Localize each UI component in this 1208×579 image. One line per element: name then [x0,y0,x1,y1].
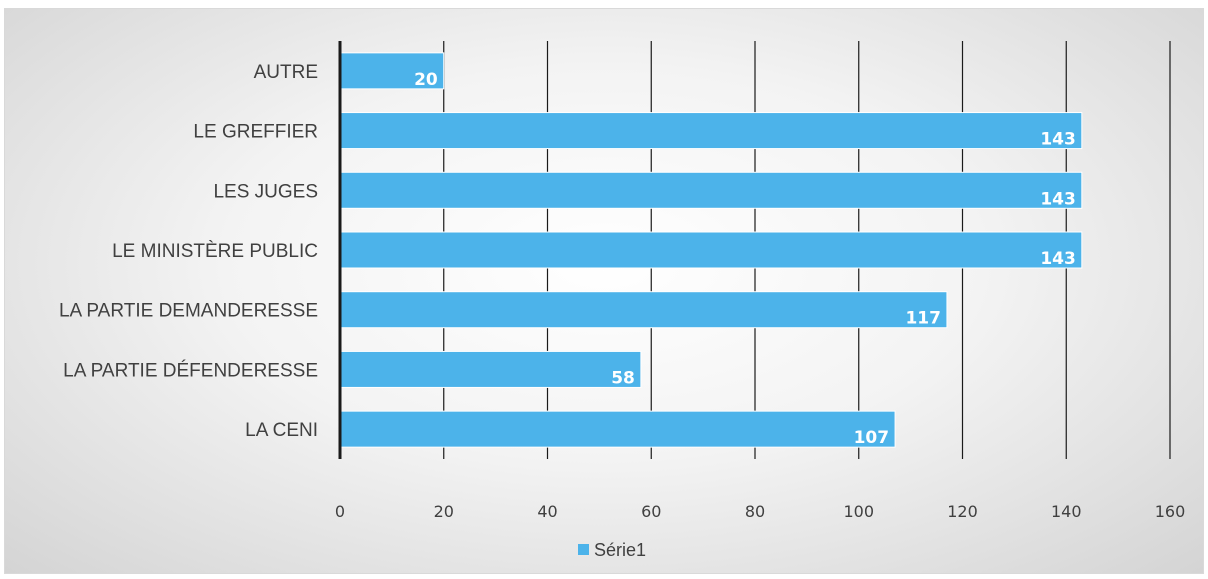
category-label: LE MINISTÈRE PUBLIC [112,241,318,262]
legend: Série1 [578,540,646,560]
category-label: LES JUGES [213,181,318,202]
bar [339,410,896,448]
data-label: 117 [905,309,941,329]
data-label: 143 [1040,130,1076,150]
legend-label: Série1 [594,540,646,560]
data-label: 143 [1040,189,1076,209]
category-label: AUTRE [254,62,318,83]
bar [339,231,1083,269]
category-label: LA PARTIE DÉFENDERESSE [63,360,318,381]
bars: 107 58 117 143 143 143 20 [339,52,1083,448]
data-label: 143 [1040,249,1076,269]
data-label: 20 [414,70,438,90]
category-label: LA CENI [245,420,318,441]
value-axis: 0 20 40 60 80 100 120 140 160 [335,41,1185,521]
bar [339,291,948,329]
x-tick-label: 160 [1155,502,1186,521]
bar [339,171,1083,209]
x-tick-label: 100 [843,502,874,521]
bar [339,112,1083,150]
bar [339,350,642,388]
data-label: 58 [611,368,635,388]
x-tick-label: 20 [434,502,454,521]
legend-swatch [578,544,589,555]
x-tick-label: 80 [745,502,765,521]
category-axis: LA CENI LA PARTIE DÉFENDERESSE LA PARTIE D… [59,62,318,441]
category-label: LA PARTIE DEMANDERESSE [59,301,318,322]
chart-area: 107 58 117 143 143 143 20 0 20 40 60 80 100 120 140 16… [4,8,1204,574]
x-tick-label: 40 [537,502,557,521]
category-label: LE GREFFIER [193,122,318,143]
x-tick-label: 60 [641,502,661,521]
x-tick-label: 0 [335,502,345,521]
x-tick-label: 120 [947,502,978,521]
bar-chart: 107 58 117 143 143 143 20 0 20 40 60 80 100 120 140 16… [59,41,1185,560]
x-tick-label: 140 [1051,502,1082,521]
data-label: 107 [854,428,890,448]
